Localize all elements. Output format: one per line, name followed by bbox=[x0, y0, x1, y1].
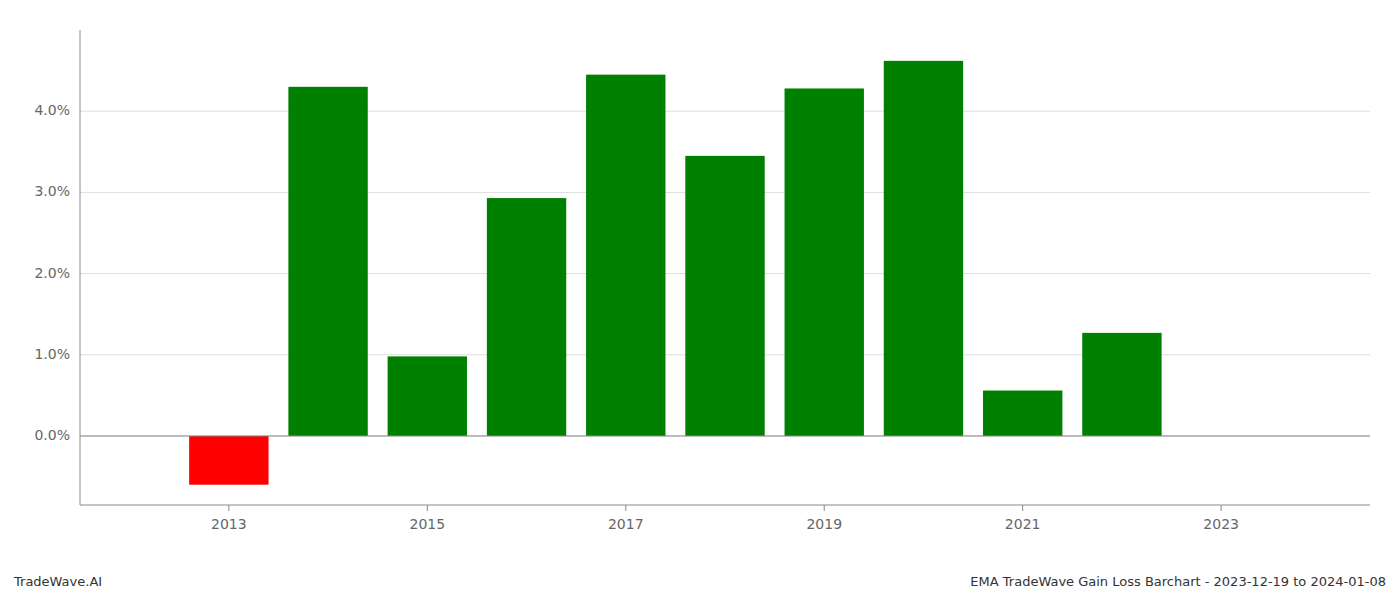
bar bbox=[487, 198, 566, 436]
y-grid bbox=[80, 111, 1370, 436]
zero-line bbox=[80, 435, 1370, 436]
y-axis-line bbox=[80, 30, 81, 505]
x-tick bbox=[1022, 505, 1023, 511]
x-tick-label: 2013 bbox=[211, 516, 247, 532]
bar bbox=[685, 156, 764, 436]
bar bbox=[785, 88, 864, 436]
x-tick-label: 2021 bbox=[1005, 516, 1041, 532]
bar bbox=[1082, 333, 1161, 436]
bar bbox=[586, 75, 665, 436]
x-tick bbox=[824, 505, 825, 511]
y-tick-label: 0.0% bbox=[34, 427, 70, 443]
bar bbox=[288, 87, 367, 436]
x-tick-label: 2015 bbox=[409, 516, 445, 532]
chart-svg: 0.0% 1.0% 2.0% 3.0% 4.0% 2013 2015 2017 2019 2021… bbox=[0, 0, 1400, 600]
y-tick-labels: 0.0% 1.0% 2.0% 3.0% 4.0% bbox=[34, 102, 70, 443]
x-tick bbox=[625, 505, 626, 511]
chart-container: 0.0% 1.0% 2.0% 3.0% 4.0% 2013 2015 2017 2019 2021… bbox=[0, 0, 1400, 600]
footer: TradeWave.AI EMA TradeWave Gain Loss Barc… bbox=[13, 574, 1386, 589]
y-tick-label: 3.0% bbox=[34, 183, 70, 199]
x-tick-label: 2017 bbox=[608, 516, 644, 532]
bar bbox=[884, 61, 963, 436]
bar bbox=[983, 391, 1062, 436]
bar bbox=[189, 436, 268, 485]
x-tick-label: 2023 bbox=[1203, 516, 1239, 532]
x-tick bbox=[228, 505, 229, 511]
x-ticks: 2013 2015 2017 2019 2021 2023 bbox=[211, 505, 1239, 532]
grid-line bbox=[80, 435, 1370, 436]
y-tick-label: 4.0% bbox=[34, 102, 70, 118]
bars bbox=[189, 61, 1161, 485]
footer-right: EMA TradeWave Gain Loss Barchart - 2023-… bbox=[970, 574, 1386, 589]
y-tick-label: 1.0% bbox=[34, 346, 70, 362]
x-tick bbox=[1221, 505, 1222, 511]
grid-line bbox=[80, 111, 1370, 112]
x-axis-line bbox=[80, 505, 1370, 506]
y-tick-label: 2.0% bbox=[34, 265, 70, 281]
footer-left: TradeWave.AI bbox=[13, 574, 102, 589]
x-tick bbox=[427, 505, 428, 511]
bar bbox=[388, 356, 467, 436]
x-tick-label: 2019 bbox=[806, 516, 842, 532]
